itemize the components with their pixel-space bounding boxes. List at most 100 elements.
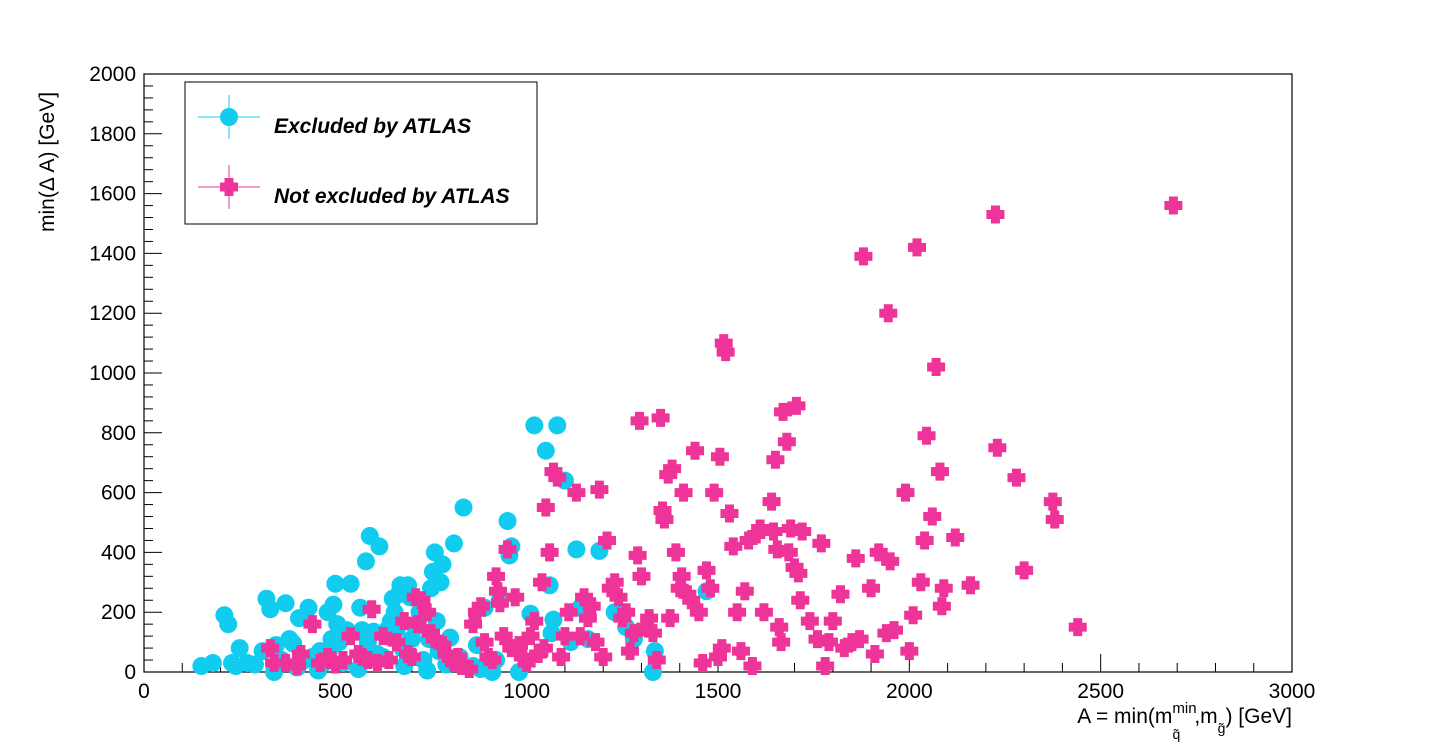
y-tick-label: 200 [101, 601, 136, 624]
point-not-excluded [487, 567, 506, 586]
y-tick-label: 400 [101, 541, 136, 564]
legend-label-not-excluded: Not excluded by ATLAS [274, 185, 510, 208]
x-tick-label: 500 [318, 680, 353, 703]
x-tick-label: 1000 [503, 680, 550, 703]
point-not-excluded [387, 633, 406, 652]
data-points [192, 196, 1183, 681]
point-not-excluded [291, 645, 310, 664]
point-not-excluded [303, 615, 322, 634]
point-not-excluded [754, 603, 773, 622]
point-not-excluded [630, 411, 649, 430]
y-tick-label: 1800 [89, 123, 136, 146]
x-axis-title-sup: min [1172, 700, 1196, 717]
legend-marker-excluded [198, 95, 260, 139]
point-not-excluded [1015, 561, 1034, 580]
point-not-excluded [743, 657, 762, 676]
point-not-excluded [693, 654, 712, 673]
point-not-excluded [555, 627, 574, 646]
x-axis-title-suffix: ) [GeV] [1225, 705, 1292, 728]
point-excluded [276, 594, 295, 613]
point-not-excluded [471, 597, 490, 616]
point-not-excluded [1045, 510, 1064, 529]
point-not-excluded [490, 594, 509, 613]
point-not-excluded [885, 621, 904, 640]
point-not-excluded [651, 408, 670, 427]
point-not-excluded [686, 441, 705, 460]
point-not-excluded [617, 603, 636, 622]
point-not-excluded [724, 537, 743, 556]
point-not-excluded [536, 498, 555, 517]
point-not-excluded [643, 624, 662, 643]
point-not-excluded [261, 639, 280, 658]
point-excluded [245, 655, 264, 674]
point-not-excluded [772, 633, 791, 652]
point-not-excluded [930, 462, 949, 481]
point-not-excluded [986, 205, 1005, 224]
point-not-excluded [716, 343, 735, 362]
point-excluded [567, 540, 586, 559]
legend-box [184, 81, 538, 225]
point-not-excluded [620, 642, 639, 661]
point-not-excluded [762, 492, 781, 511]
point-not-excluded [506, 588, 525, 607]
point-not-excluded [850, 630, 869, 649]
legend-label-excluded: Excluded by ATLAS [274, 115, 471, 138]
point-not-excluded [418, 603, 437, 622]
point-not-excluded [793, 522, 812, 541]
point-not-excluded [655, 510, 674, 529]
point-not-excluded [594, 648, 613, 667]
point-not-excluded [777, 432, 796, 451]
point-not-excluded [534, 639, 553, 658]
point-not-excluded [1007, 468, 1026, 487]
point-not-excluded [402, 648, 421, 667]
point-not-excluded [460, 660, 479, 679]
point-not-excluded [915, 531, 934, 550]
point-excluded [299, 598, 318, 617]
point-not-excluded [640, 609, 659, 628]
x-tick-label: 0 [138, 680, 150, 703]
point-excluded [326, 574, 345, 593]
axes: 0 500 1000 1500 2000 2500 3000 0 200 400 600 800 100… [89, 63, 1315, 703]
point-not-excluded [770, 618, 789, 637]
point-not-excluded [1164, 196, 1183, 215]
point-excluded [433, 555, 452, 574]
point-not-excluded [333, 651, 352, 670]
point-not-excluded [632, 567, 651, 586]
point-excluded [230, 639, 249, 658]
x-axis-title: A = min(mmin q̃ ,mg̃) [GeV] [1077, 700, 1292, 742]
y-tick-label: 600 [101, 482, 136, 505]
point-not-excluded [525, 612, 544, 631]
point-not-excluded [590, 480, 609, 499]
point-excluded [203, 654, 222, 673]
point-not-excluded [779, 543, 798, 562]
point-not-excluded [552, 648, 571, 667]
point-not-excluded [628, 546, 647, 565]
point-not-excluded [689, 603, 708, 622]
point-not-excluded [812, 534, 831, 553]
point-excluded [548, 416, 567, 435]
point-not-excluded [907, 238, 926, 257]
point-not-excluded [831, 585, 850, 604]
point-not-excluded [559, 603, 578, 622]
point-not-excluded [988, 438, 1007, 457]
point-not-excluded [946, 528, 965, 547]
point-not-excluded [647, 651, 666, 670]
point-excluded [544, 610, 563, 629]
point-not-excluded [379, 651, 398, 670]
x-axis-title-mid: ,m [1194, 705, 1217, 728]
point-not-excluded [764, 522, 783, 541]
point-not-excluded [917, 426, 936, 445]
point-not-excluded [362, 600, 381, 619]
point-not-excluded [697, 561, 716, 580]
point-not-excluded [701, 579, 720, 598]
legend-marker-not-excluded [198, 165, 260, 209]
point-not-excluded [1043, 492, 1062, 511]
point-excluded [356, 552, 375, 571]
point-not-excluded [927, 358, 946, 377]
point-not-excluded [728, 603, 747, 622]
x-tick-label: 1500 [695, 680, 742, 703]
y-tick-label: 1400 [89, 242, 136, 265]
point-not-excluded [819, 633, 838, 652]
point-excluded [431, 573, 450, 592]
point-not-excluded [854, 247, 873, 266]
